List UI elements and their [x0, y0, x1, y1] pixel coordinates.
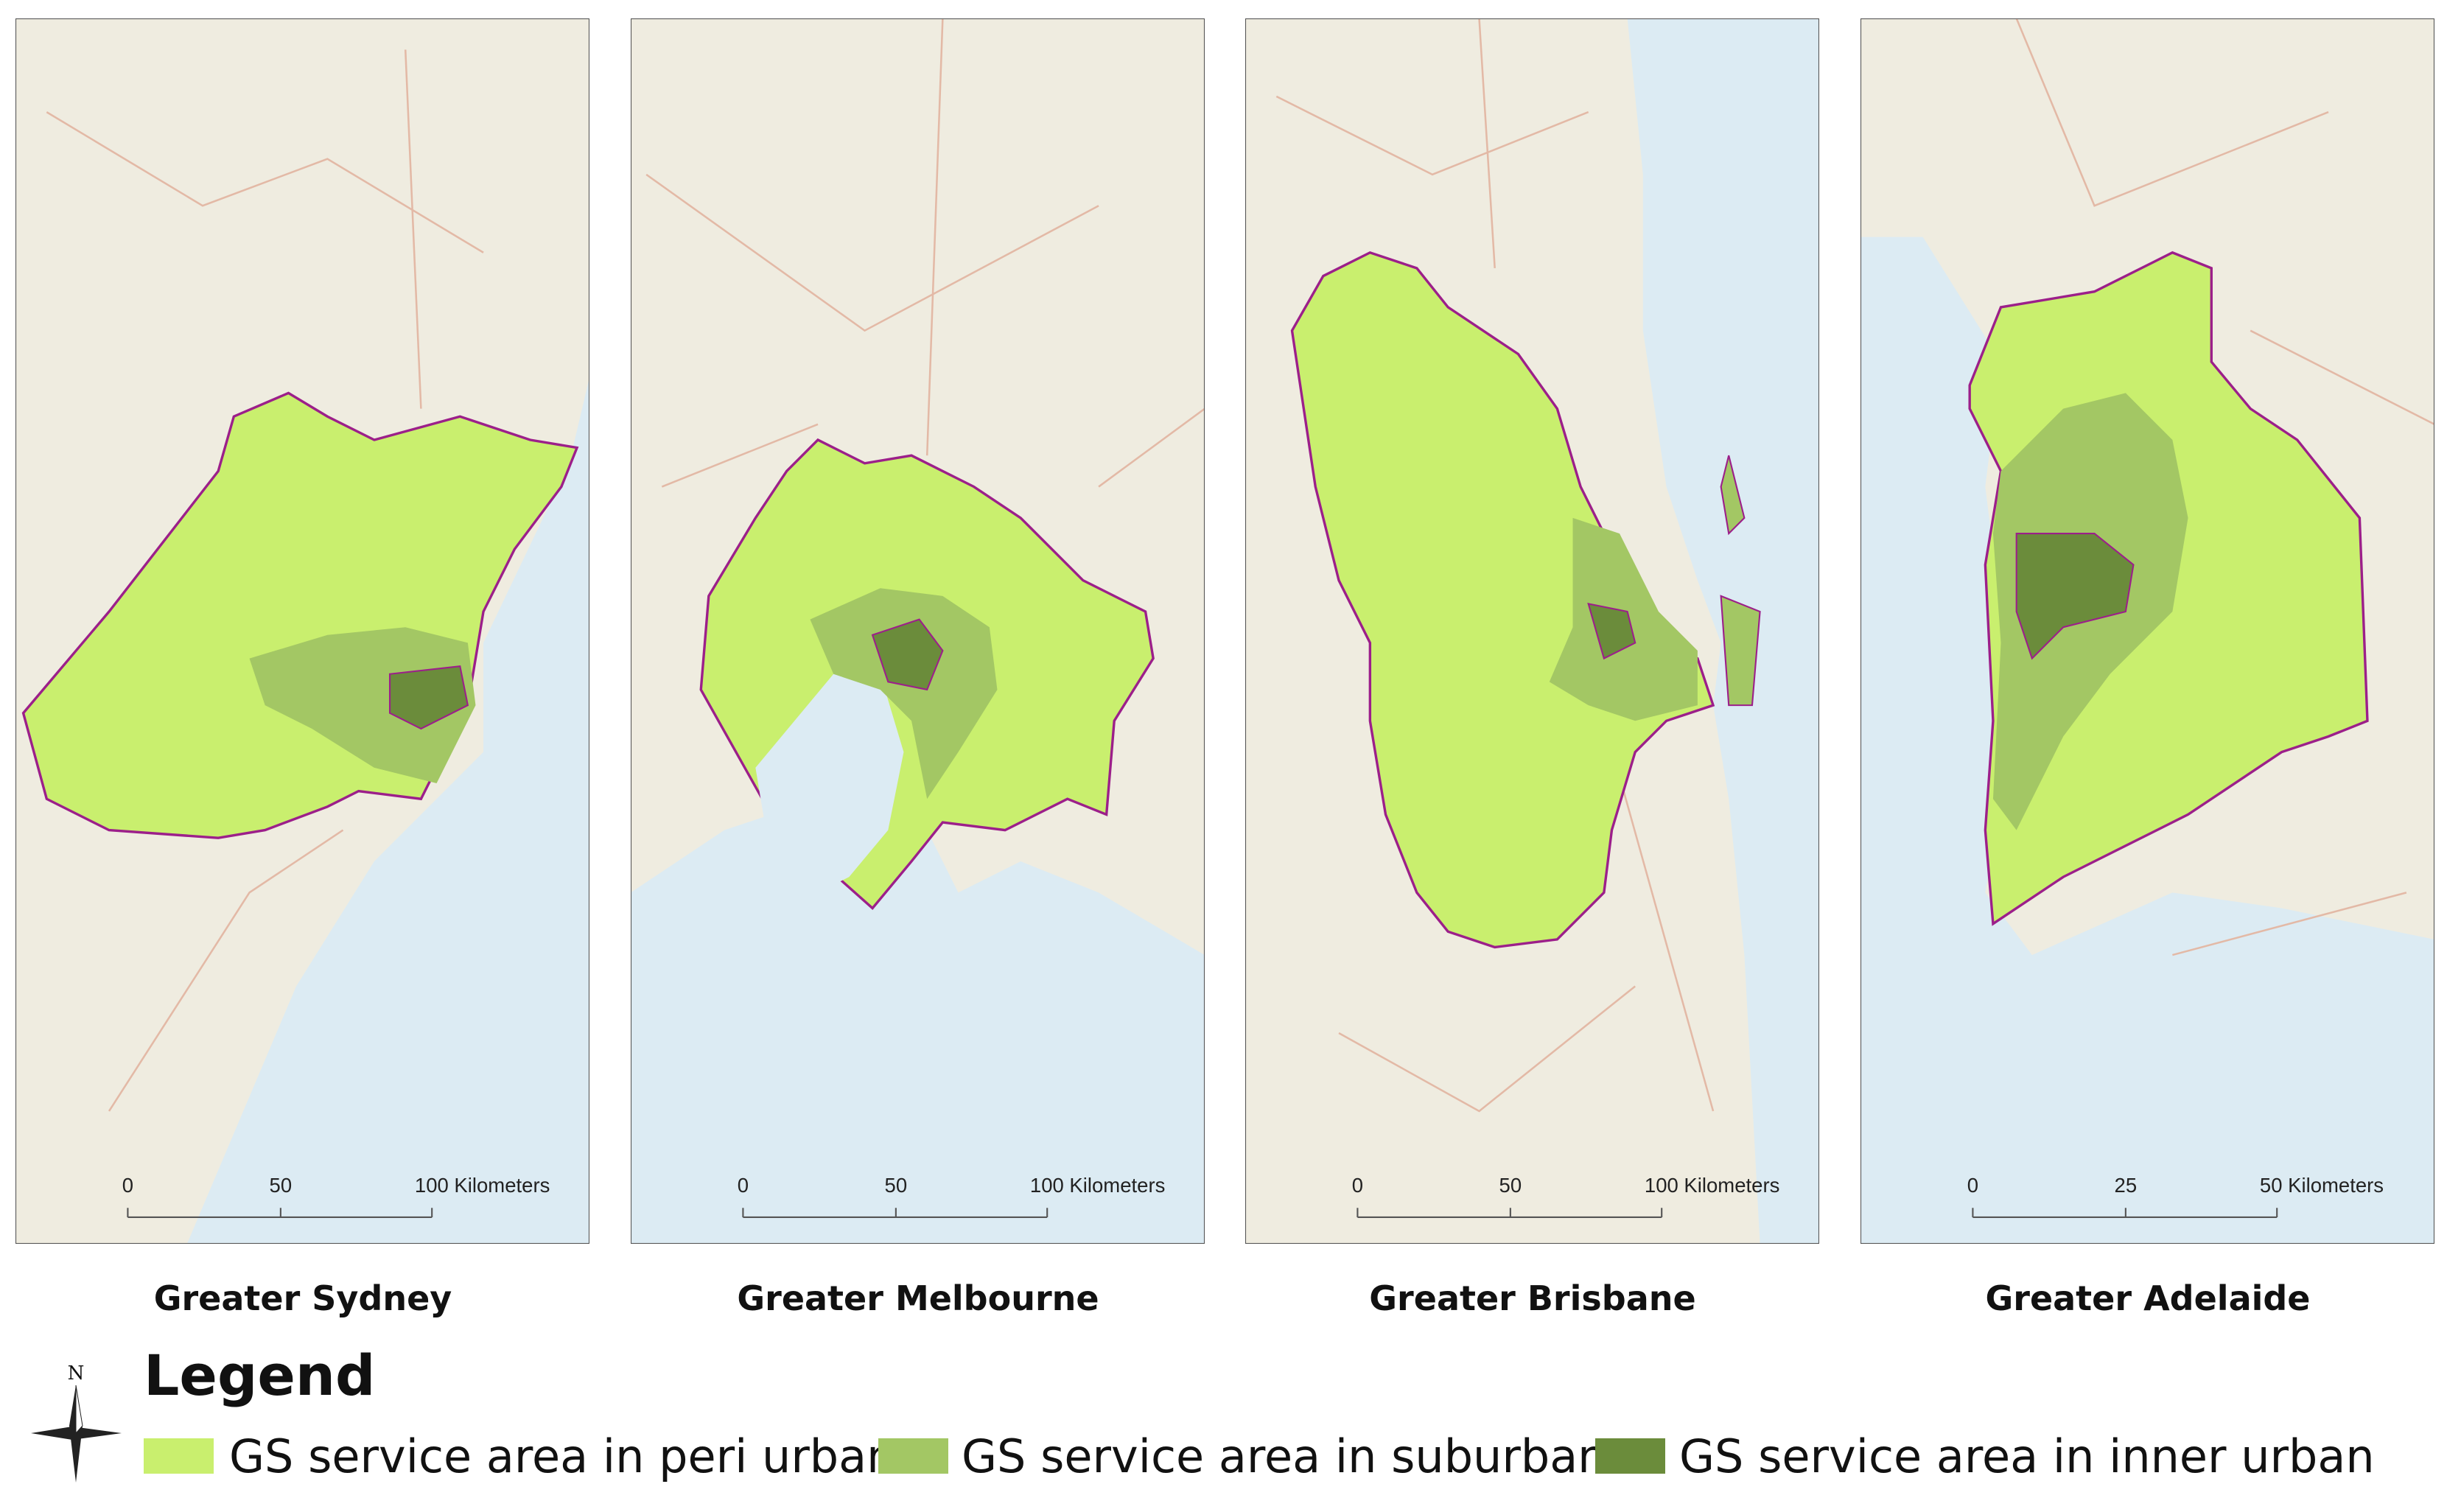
scale-label: 50: [1499, 1174, 1522, 1197]
panel-title: Greater Adelaide: [1986, 1278, 2311, 1318]
scale-label: 25: [2115, 1174, 2138, 1197]
scale-label: 100 Kilometers: [415, 1174, 550, 1197]
legend-label: GS service area in peri urban: [229, 1429, 895, 1483]
map-panel: 0 50 100 Kilometers: [15, 18, 589, 1244]
legend-title: Legend: [144, 1343, 375, 1408]
map-panel: 0 50 100 Kilometers: [631, 18, 1205, 1244]
scale-label: 0: [122, 1174, 133, 1197]
scale-label: 100 Kilometers: [1030, 1174, 1165, 1197]
legend-label: GS service area in suburban: [962, 1429, 1606, 1483]
scale-label: 0: [1352, 1174, 1363, 1197]
map-panel: 0 50 100 Kilometers: [1245, 18, 1819, 1244]
legend-swatch: [1595, 1438, 1665, 1474]
legend-swatch: [878, 1438, 948, 1474]
legend-label: GS service area in inner urban: [1679, 1429, 2375, 1483]
north-arrow: [31, 1385, 122, 1483]
map-panel: 0 25 50 Kilometers: [1860, 18, 2434, 1244]
panel-title: Greater Melbourne: [737, 1278, 1099, 1318]
scale-label: 50: [270, 1174, 293, 1197]
scale-label: 100 Kilometers: [1645, 1174, 1779, 1197]
panel-title: Greater Brisbane: [1369, 1278, 1695, 1318]
scale-label: 0: [738, 1174, 749, 1197]
legend-swatch: [144, 1438, 214, 1474]
scale-label: 50: [885, 1174, 908, 1197]
scale-label: 50 Kilometers: [2260, 1174, 2384, 1197]
compass-label: N: [68, 1362, 85, 1385]
scale-label: 0: [1967, 1174, 1978, 1197]
panel-title: Greater Sydney: [154, 1278, 452, 1318]
